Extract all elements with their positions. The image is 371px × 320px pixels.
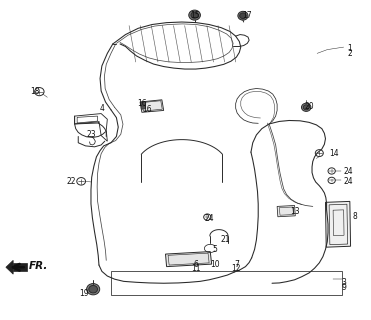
- Text: 19: 19: [79, 289, 89, 298]
- Text: 17: 17: [243, 11, 252, 20]
- Text: 14: 14: [329, 149, 339, 158]
- Text: 21: 21: [221, 235, 230, 244]
- Text: 2: 2: [347, 49, 352, 58]
- Circle shape: [303, 105, 309, 110]
- Polygon shape: [277, 205, 295, 217]
- Text: FR.: FR.: [29, 261, 48, 271]
- Text: 9: 9: [342, 283, 347, 292]
- Polygon shape: [141, 106, 145, 109]
- Text: 24: 24: [344, 177, 353, 186]
- Text: 13: 13: [290, 207, 299, 216]
- Circle shape: [86, 284, 100, 295]
- Text: 18: 18: [30, 86, 39, 95]
- Text: 7: 7: [234, 260, 239, 268]
- Text: 6: 6: [194, 260, 199, 268]
- Text: 24: 24: [204, 213, 214, 222]
- Circle shape: [89, 285, 98, 293]
- Text: 3: 3: [342, 278, 347, 287]
- Text: 16: 16: [142, 105, 152, 114]
- Text: 4: 4: [99, 104, 104, 113]
- Circle shape: [240, 13, 246, 19]
- Polygon shape: [140, 100, 164, 112]
- Circle shape: [189, 10, 200, 20]
- Circle shape: [302, 103, 311, 111]
- Text: 22: 22: [67, 178, 76, 187]
- Polygon shape: [325, 201, 351, 247]
- Text: 11: 11: [192, 264, 201, 273]
- Circle shape: [238, 11, 248, 20]
- Text: 5: 5: [212, 245, 217, 254]
- Text: 20: 20: [304, 102, 314, 111]
- Text: 8: 8: [352, 212, 357, 221]
- Polygon shape: [165, 252, 212, 267]
- Text: 15: 15: [190, 11, 199, 20]
- Circle shape: [191, 12, 198, 18]
- Text: 24: 24: [344, 167, 353, 176]
- Polygon shape: [141, 102, 145, 105]
- Polygon shape: [6, 260, 13, 274]
- Text: 23: 23: [86, 131, 96, 140]
- Polygon shape: [13, 263, 27, 271]
- Text: 1: 1: [347, 44, 352, 53]
- Text: 16: 16: [137, 99, 147, 108]
- Text: 10: 10: [210, 260, 219, 268]
- Text: 12: 12: [232, 264, 241, 273]
